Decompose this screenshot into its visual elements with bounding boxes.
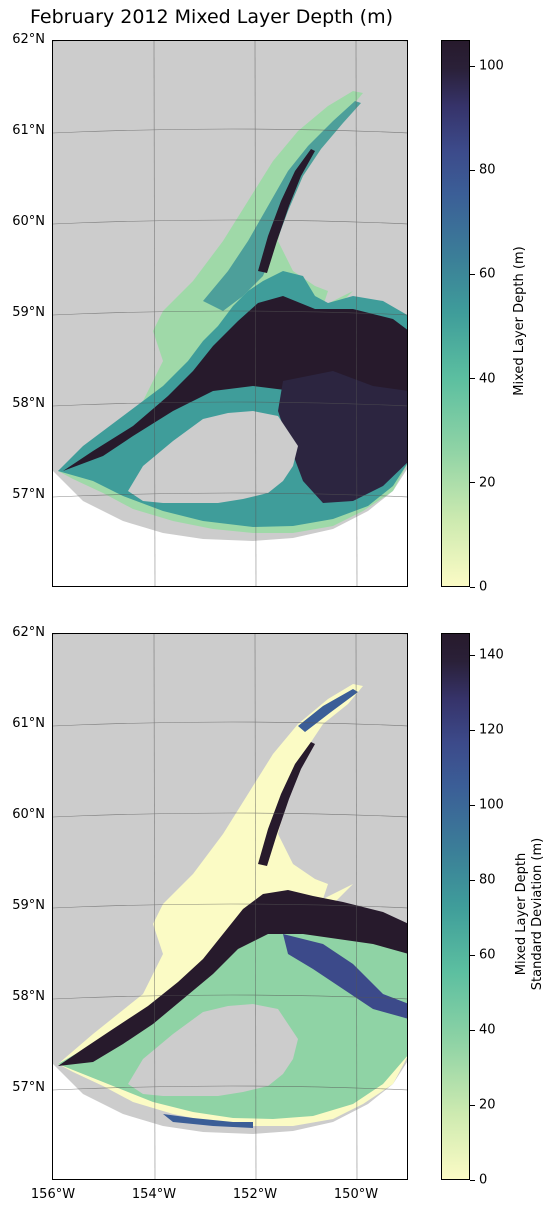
- colorbar-top-tick-label: 40: [479, 371, 496, 387]
- colorbar-label-bottom: Mixed Layer Depth Standard Deviation (m): [514, 829, 546, 999]
- colorbar-top-tick-mark: [470, 65, 475, 67]
- lat-label-58-bottom: 58°N: [12, 989, 45, 1004]
- lon-label-152: 152°W: [232, 1187, 278, 1202]
- colorbar-bottom-tick-label: 60: [479, 947, 496, 963]
- colorbar-bottom-tick-label: 40: [479, 1022, 496, 1038]
- colorbar-bottom-tick-mark: [470, 1029, 475, 1031]
- colorbar-bottom-tick-mark: [470, 954, 475, 956]
- colorbar-bottom-tick-label: 100: [479, 797, 504, 813]
- colorbar-bottom-tick-mark: [470, 729, 475, 731]
- colorbar-bottom-tick-label: 0: [479, 1172, 488, 1188]
- lon-label-154: 154°W: [131, 1187, 177, 1202]
- colorbar-top-tick-mark: [470, 378, 475, 380]
- lat-label-60-bottom: 60°N: [12, 807, 45, 822]
- colorbar-mixed-layer-depth: [441, 40, 470, 587]
- colorbar-bottom-tick-mark: [470, 804, 475, 806]
- colorbar-top-tick-mark: [470, 273, 475, 275]
- colorbar-top-tick-label: 100: [479, 58, 504, 74]
- colorbar-bottom-tick-label: 80: [479, 872, 496, 888]
- colorbar-bottom-tick-mark: [470, 654, 475, 656]
- lat-label-59-bottom: 59°N: [12, 898, 45, 913]
- colorbar-label-bottom-line2: Standard Deviation (m): [530, 837, 545, 991]
- lat-label-61-bottom: 61°N: [12, 716, 45, 731]
- lat-label-57-bottom: 57°N: [12, 1080, 45, 1095]
- colorbar-bottom-tick-label: 140: [479, 647, 504, 663]
- colorbar-top-tick-mark: [470, 586, 475, 588]
- map-graphic-bottom: [53, 634, 407, 1179]
- lon-label-150: 150°W: [333, 1187, 379, 1202]
- colorbar-top-tick-label: 0: [479, 579, 488, 595]
- lat-label-61: 61°N: [12, 123, 45, 138]
- map-panel-mixed-layer-depth: [52, 40, 408, 587]
- lat-label-59: 59°N: [12, 305, 45, 320]
- colorbar-label-top: Mixed Layer Depth (m): [512, 246, 527, 396]
- map-graphic-top: [53, 41, 407, 586]
- colorbar-bottom-tick-label: 120: [479, 722, 504, 738]
- colorbar-top-tick-mark: [470, 169, 475, 171]
- lat-label-57: 57°N: [12, 487, 45, 502]
- lat-label-58: 58°N: [12, 396, 45, 411]
- lat-label-62-bottom: 62°N: [12, 625, 45, 640]
- colorbar-top-tick-mark: [470, 482, 475, 484]
- colorbar-bottom-tick-mark: [470, 1179, 475, 1181]
- colorbar-label-bottom-line1: Mixed Layer Depth: [514, 852, 529, 976]
- colorbar-top-tick-label: 20: [479, 475, 496, 491]
- colorbar-bottom-tick-mark: [470, 879, 475, 881]
- lon-label-156: 156°W: [30, 1187, 76, 1202]
- colorbar-top-tick-label: 60: [479, 266, 496, 282]
- lat-label-60: 60°N: [12, 214, 45, 229]
- colorbar-top-tick-label: 80: [479, 162, 496, 178]
- figure-title: February 2012 Mixed Layer Depth (m): [30, 6, 394, 28]
- colorbar-bottom-tick-label: 20: [479, 1097, 496, 1113]
- colorbar-standard-deviation: [441, 633, 470, 1180]
- colorbar-bottom-tick-mark: [470, 1104, 475, 1106]
- lat-label-62: 62°N: [12, 32, 45, 47]
- map-panel-standard-deviation: [52, 633, 408, 1180]
